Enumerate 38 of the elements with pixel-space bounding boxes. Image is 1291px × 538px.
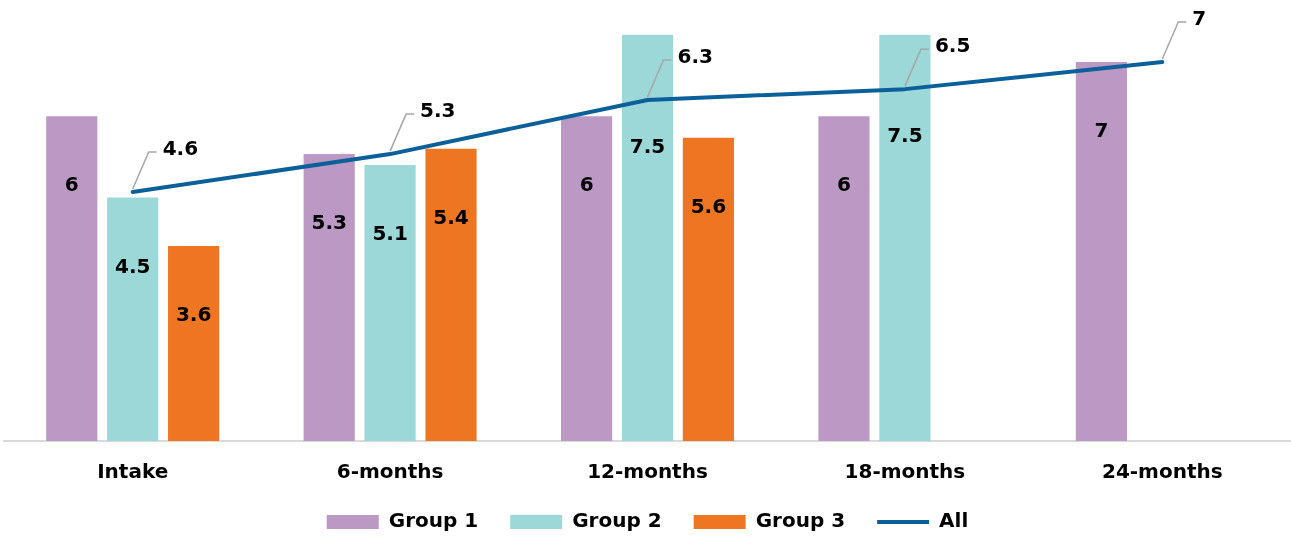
data-label: 7.5 xyxy=(887,123,923,148)
x-tick-label: 24-months xyxy=(1101,459,1223,484)
data-label: 5.6 xyxy=(690,194,727,219)
data-label: 6 xyxy=(64,172,79,197)
bar xyxy=(682,137,734,441)
data-label: 7.5 xyxy=(629,134,666,159)
data-label: 5.3 xyxy=(311,210,347,235)
data-label: 6 xyxy=(579,172,594,197)
data-label: 6 xyxy=(837,172,851,197)
data-label: 4.5 xyxy=(114,253,151,278)
x-tick-label: 6-months xyxy=(336,459,444,484)
bar xyxy=(425,148,477,441)
bar xyxy=(107,197,159,441)
bar xyxy=(879,35,931,441)
data-label: 5.1 xyxy=(372,221,408,246)
data-label: 7 xyxy=(1192,6,1207,31)
bar xyxy=(168,246,220,441)
bar xyxy=(818,116,870,441)
data-label: 3.6 xyxy=(175,302,212,327)
bar xyxy=(364,164,416,441)
legend-label: All xyxy=(939,508,969,533)
legend-label: Group 3 xyxy=(755,508,846,533)
bar xyxy=(1075,62,1127,441)
data-label: 5.3 xyxy=(420,98,456,123)
bar xyxy=(46,116,98,441)
bar xyxy=(561,116,613,441)
data-label: 4.6 xyxy=(162,136,199,161)
bar xyxy=(621,35,674,441)
bar xyxy=(303,154,355,441)
data-label: 6.5 xyxy=(934,33,971,58)
data-label: 6.3 xyxy=(677,44,713,69)
legend-label: Group 2 xyxy=(572,508,662,533)
legend-label: Group 1 xyxy=(388,508,479,533)
data-label: 7 xyxy=(1094,118,1109,143)
x-tick-label: 12-months xyxy=(587,459,708,484)
data-label: 5.4 xyxy=(433,204,469,229)
x-tick-label: 18-months xyxy=(844,459,966,484)
x-tick-label: Intake xyxy=(97,459,169,484)
